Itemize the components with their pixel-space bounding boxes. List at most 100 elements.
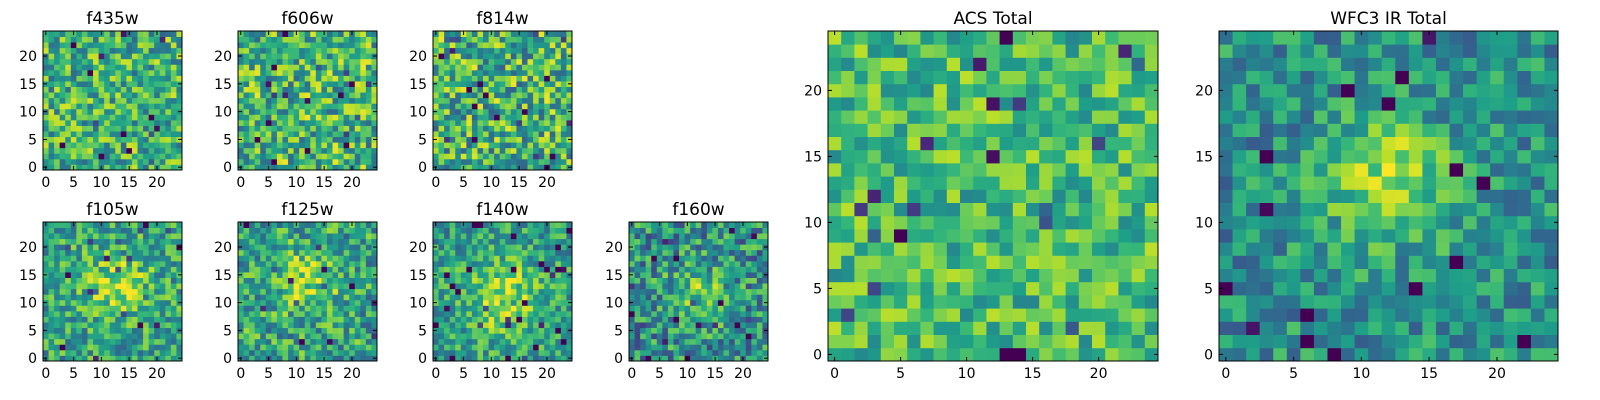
heatmap-cell bbox=[238, 344, 244, 351]
heatmap-cell bbox=[1078, 176, 1093, 190]
heatmap-cell bbox=[59, 249, 66, 256]
heatmap-cell bbox=[505, 327, 512, 334]
heatmap-cell bbox=[477, 86, 484, 93]
heatmap-cell bbox=[455, 136, 462, 143]
heatmap-cell bbox=[343, 147, 350, 154]
heatmap-cell bbox=[544, 305, 551, 312]
heatmap-cell bbox=[745, 238, 752, 245]
heatmap-cell bbox=[494, 305, 501, 312]
heatmap-cell bbox=[466, 349, 473, 356]
heatmap-cell bbox=[673, 322, 680, 329]
heatmap-cell bbox=[986, 281, 1000, 296]
heatmap-cell bbox=[555, 42, 562, 49]
heatmap-cell bbox=[126, 92, 133, 99]
heatmap-cell bbox=[59, 316, 66, 323]
heatmap-cell bbox=[154, 53, 161, 60]
heatmap-cell bbox=[433, 310, 439, 317]
x-tick-label: 5 bbox=[459, 175, 468, 191]
heatmap-cell bbox=[238, 338, 244, 345]
heatmap-cell bbox=[354, 131, 361, 138]
heatmap-cell bbox=[521, 42, 528, 49]
heatmap-cell bbox=[304, 75, 311, 82]
heatmap-cell bbox=[304, 349, 311, 356]
heatmap-cell bbox=[460, 108, 467, 115]
heatmap-cell bbox=[276, 266, 283, 273]
heatmap-cell bbox=[527, 333, 534, 340]
heatmap-cell bbox=[104, 103, 111, 110]
heatmap-cell bbox=[549, 333, 556, 340]
heatmap-cell bbox=[477, 103, 484, 110]
heatmap-cell bbox=[460, 249, 467, 256]
heatmap-cell bbox=[81, 238, 88, 245]
heatmap-cell bbox=[70, 283, 77, 290]
heatmap-cell bbox=[343, 114, 350, 121]
heatmap-cell bbox=[566, 305, 573, 312]
heatmap-cell bbox=[137, 299, 144, 306]
heatmap-cell bbox=[371, 316, 378, 323]
heatmap-cell bbox=[282, 305, 289, 312]
heatmap-cell bbox=[288, 125, 294, 132]
heatmap-cell bbox=[538, 327, 545, 334]
heatmap-cell bbox=[999, 295, 1014, 309]
heatmap-cell bbox=[120, 64, 127, 71]
y-tick-label: 15 bbox=[19, 268, 37, 284]
heatmap-cell bbox=[1065, 281, 1080, 296]
heatmap-cell bbox=[54, 75, 61, 82]
heatmap-cell bbox=[460, 238, 467, 245]
heatmap-cell bbox=[299, 92, 306, 99]
heatmap-cell bbox=[471, 125, 478, 132]
heatmap-cell bbox=[120, 288, 127, 295]
heatmap-cell bbox=[360, 53, 367, 60]
heatmap-cell bbox=[560, 266, 567, 273]
heatmap-cell bbox=[137, 272, 144, 278]
heatmap-cell bbox=[332, 244, 339, 251]
heatmap-cell bbox=[120, 153, 127, 160]
heatmap-cell bbox=[701, 310, 708, 317]
heatmap-cell bbox=[176, 255, 183, 262]
heatmap-cell bbox=[960, 215, 974, 230]
heatmap-cell bbox=[165, 119, 172, 126]
heatmap-cell bbox=[516, 333, 523, 340]
heatmap-cell bbox=[315, 31, 322, 37]
heatmap-cell bbox=[238, 333, 244, 340]
heatmap-cell bbox=[310, 64, 317, 71]
heatmap-cell bbox=[433, 238, 439, 245]
heatmap-cell bbox=[1105, 189, 1119, 203]
heatmap-cell bbox=[170, 164, 177, 171]
heatmap-cell bbox=[960, 281, 974, 296]
heatmap-cell bbox=[999, 321, 1014, 335]
heatmap-cell bbox=[260, 338, 267, 345]
heatmap-cell bbox=[690, 249, 697, 256]
heatmap-cell bbox=[449, 97, 456, 104]
heatmap-cell bbox=[81, 310, 88, 317]
heatmap-cell bbox=[762, 222, 769, 228]
heatmap-cell bbox=[59, 131, 66, 138]
heatmap-cell bbox=[460, 333, 467, 340]
heatmap-cell bbox=[65, 338, 72, 345]
heatmap-cell bbox=[438, 322, 445, 329]
heatmap-cell bbox=[65, 238, 72, 245]
heatmap-cell bbox=[349, 158, 356, 165]
heatmap-cell bbox=[81, 92, 88, 99]
heatmap-cell bbox=[288, 294, 294, 301]
heatmap-cell bbox=[148, 86, 155, 93]
heatmap-cell bbox=[946, 215, 961, 230]
heatmap-cell bbox=[276, 288, 283, 295]
heatmap-cell bbox=[477, 142, 484, 149]
heatmap-cell bbox=[254, 108, 261, 115]
heatmap-cell bbox=[315, 333, 322, 340]
heatmap-cell bbox=[466, 333, 473, 340]
heatmap-cell bbox=[483, 305, 489, 312]
heatmap-cell bbox=[662, 338, 669, 345]
heatmap-cell bbox=[176, 316, 183, 323]
heatmap-cell bbox=[70, 233, 77, 240]
heatmap-cell bbox=[640, 333, 647, 340]
heatmap-cell bbox=[488, 92, 495, 99]
heatmap-cell bbox=[1052, 321, 1066, 335]
heatmap-cell bbox=[310, 142, 317, 149]
heatmap-cell bbox=[98, 344, 105, 351]
heatmap-cells-f606w bbox=[238, 31, 378, 171]
heatmap-cell bbox=[483, 233, 489, 240]
heatmap-cell bbox=[276, 316, 283, 323]
heatmap-cell bbox=[560, 333, 567, 340]
